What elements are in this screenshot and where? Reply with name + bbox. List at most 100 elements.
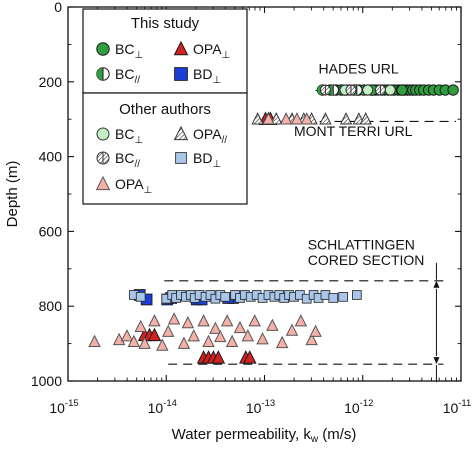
legend-label-subscript: // — [134, 159, 140, 170]
data-point — [120, 329, 134, 342]
legend-label: BC// — [115, 150, 140, 170]
data-point — [225, 334, 239, 347]
triangle-marker — [95, 175, 111, 191]
legend-label: OPA// — [193, 126, 227, 146]
legend-label-main: OPA — [193, 41, 222, 57]
triangle-marker — [148, 314, 161, 327]
triangle-marker — [138, 336, 151, 349]
data-point — [279, 112, 293, 125]
square-marker — [352, 290, 362, 300]
legend-label: BC// — [115, 66, 140, 86]
triangle-marker — [294, 314, 308, 327]
legend-label: BD⊥ — [193, 150, 221, 170]
circle-marker — [362, 84, 374, 96]
y-tick-label: 200 — [39, 74, 63, 90]
triangle-marker — [275, 335, 289, 349]
legend-label-subscript: ⊥ — [144, 185, 153, 196]
legend-entry-other-authors-3: BD⊥ — [175, 150, 221, 170]
annotation-label: MONT TERRI URL — [294, 123, 413, 139]
triangle-marker — [225, 334, 239, 347]
triangle-marker — [181, 315, 195, 329]
data-point — [127, 334, 141, 347]
half-fill — [96, 67, 103, 81]
x-tick-exponent: -12 — [360, 398, 374, 409]
data-point — [167, 312, 181, 325]
legend-box-other-authors — [82, 92, 248, 205]
legend-entry-other-authors-0: BC⊥ — [96, 126, 143, 146]
legend-marker — [96, 151, 110, 165]
legend-label-main: BD — [193, 150, 212, 166]
triangle-marker — [359, 112, 372, 125]
triangle-marker — [162, 324, 175, 337]
data-point — [374, 84, 386, 96]
legend-label: OPA⊥ — [115, 176, 152, 196]
data-point — [251, 112, 264, 125]
legend-label-main: BC — [115, 41, 134, 57]
data-point — [211, 350, 226, 364]
x-tick-label: 10-13 — [246, 398, 275, 416]
y-tick-label: 600 — [39, 223, 63, 239]
legend-label-main: OPA — [115, 176, 144, 192]
data-point — [362, 84, 374, 96]
annotation-label: SCHLATTINGEN — [308, 236, 415, 252]
legend: This study Other authors BC⊥ OPA⊥BC//BD⊥B… — [82, 8, 248, 205]
legend-entries: BC⊥ OPA⊥BC//BD⊥BC⊥ OPA//BC//BD⊥OPA⊥ — [95, 40, 230, 196]
triangle-marker — [167, 312, 181, 325]
data-point — [275, 335, 289, 349]
data-point — [187, 329, 200, 342]
data-point — [147, 327, 162, 342]
data-point — [300, 112, 313, 125]
data-point — [345, 84, 357, 96]
data-point — [305, 332, 318, 346]
triangle-marker — [127, 334, 141, 347]
data-point — [262, 112, 275, 125]
legend-label-main: BC — [115, 126, 134, 142]
data-points — [88, 84, 459, 364]
legend-label-subscript: ⊥ — [134, 50, 143, 61]
data-point — [148, 314, 161, 327]
triangle-marker — [156, 338, 169, 351]
x-tick-base: 10 — [148, 400, 164, 416]
data-point — [177, 336, 191, 349]
legend-entry-this-study-2: BC// — [96, 66, 140, 86]
legend-entry-other-authors-4: OPA⊥ — [95, 175, 152, 196]
bracket-arrow-bottom — [433, 357, 440, 365]
legend-title-this-study: This study — [131, 15, 200, 32]
x-tick-label: 10-12 — [344, 398, 373, 416]
data-point — [134, 319, 147, 333]
annotation-label: HADES URL — [319, 61, 399, 77]
triangle-marker — [214, 329, 227, 343]
triangle-marker — [112, 332, 126, 346]
triangle-marker — [305, 332, 318, 346]
triangle-marker — [220, 314, 234, 327]
data-point — [220, 314, 234, 327]
x-tick-exponent: -14 — [163, 398, 177, 409]
series-bc_par_other — [319, 84, 386, 96]
x-tick-exponent: -13 — [261, 398, 275, 409]
series-opa_perp_other — [88, 112, 322, 351]
axes: 10-15 10-14 10-13 10-12 10-11020040060080010… — [31, 0, 471, 416]
data-point — [309, 324, 322, 337]
data-point — [88, 334, 101, 347]
legend-label-subscript: ⊥ — [212, 159, 221, 170]
x-tick-base: 10 — [49, 400, 65, 416]
y-tick-label: 0 — [54, 0, 62, 15]
data-point — [285, 323, 299, 336]
x-axis-label: Water permeability, kw (m/s) — [172, 426, 357, 445]
legend-marker — [173, 125, 189, 141]
bracket-arrow-top — [433, 280, 440, 288]
data-point — [396, 84, 408, 96]
triangle-marker — [177, 336, 191, 349]
y-tick-label: 800 — [39, 298, 63, 314]
triangle-marker — [319, 112, 332, 125]
legend-entry-this-study-0: BC⊥ — [96, 41, 143, 61]
data-point — [338, 292, 348, 302]
data-point — [209, 321, 222, 334]
triangle-marker — [290, 112, 304, 125]
data-point — [162, 324, 175, 337]
annotation-label: CORED SECTION — [308, 252, 425, 268]
data-point — [359, 112, 372, 125]
triangle-marker — [279, 112, 293, 125]
data-point — [270, 112, 283, 125]
x-tick-label: 10-11 — [443, 398, 472, 416]
